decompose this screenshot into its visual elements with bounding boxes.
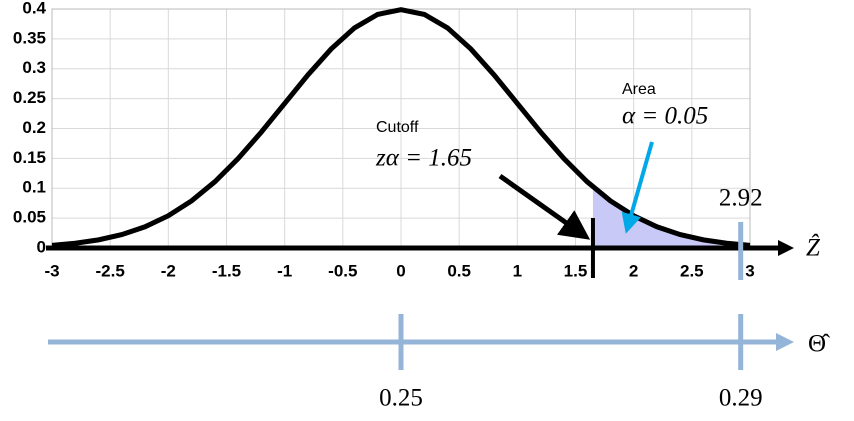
x-tick-label: 0.5 [447, 261, 471, 280]
x-tick-label: 2.5 [680, 261, 704, 280]
y-tick-label: 0.35 [13, 28, 46, 47]
x-tick-label: -0.5 [328, 261, 357, 280]
marker-label: 2.92 [719, 185, 763, 212]
y-tick-label: 0.3 [22, 58, 46, 77]
x-tick-label: 0 [396, 261, 405, 280]
cutoff-arrow [498, 173, 591, 240]
x-tick-label: 1.5 [564, 261, 588, 280]
cutoff-label: Cutoff [376, 119, 419, 136]
x-tick-label: 3 [745, 261, 754, 280]
x-tick-label: 1 [513, 261, 522, 280]
area-text: α = 0.05 [622, 103, 708, 130]
y-tick-label: 0.25 [13, 88, 46, 107]
y-tick-label: 0.15 [13, 148, 46, 167]
theta-axis-arrow [776, 333, 794, 351]
y-tick-label: 0.05 [13, 208, 46, 227]
x-tick-label: -1 [277, 261, 292, 280]
area-label: Area [622, 81, 656, 98]
y-tick-label: 0.1 [22, 178, 46, 197]
x-tick-label: -1.5 [212, 261, 241, 280]
z-axis-arrow [778, 240, 794, 256]
y-tick-label: 0.4 [22, 0, 46, 17]
x-tick-label: -2.5 [96, 261, 125, 280]
y-tick-label: 0.2 [22, 118, 46, 137]
y-tick-label: 0 [37, 237, 46, 256]
cutoff-text: zα = 1.65 [375, 145, 472, 172]
x-tick-label: -2 [161, 261, 176, 280]
theta-tick-label: 0.25 [379, 385, 423, 412]
x-tick-label: -3 [44, 261, 59, 280]
theta-tick-label: 0.29 [719, 385, 763, 412]
z-axis-label: Ẑ [806, 234, 821, 262]
x-tick-label: 2 [629, 261, 638, 280]
area-arrow [621, 141, 654, 234]
theta-axis-label: Θ̂ [808, 331, 830, 358]
